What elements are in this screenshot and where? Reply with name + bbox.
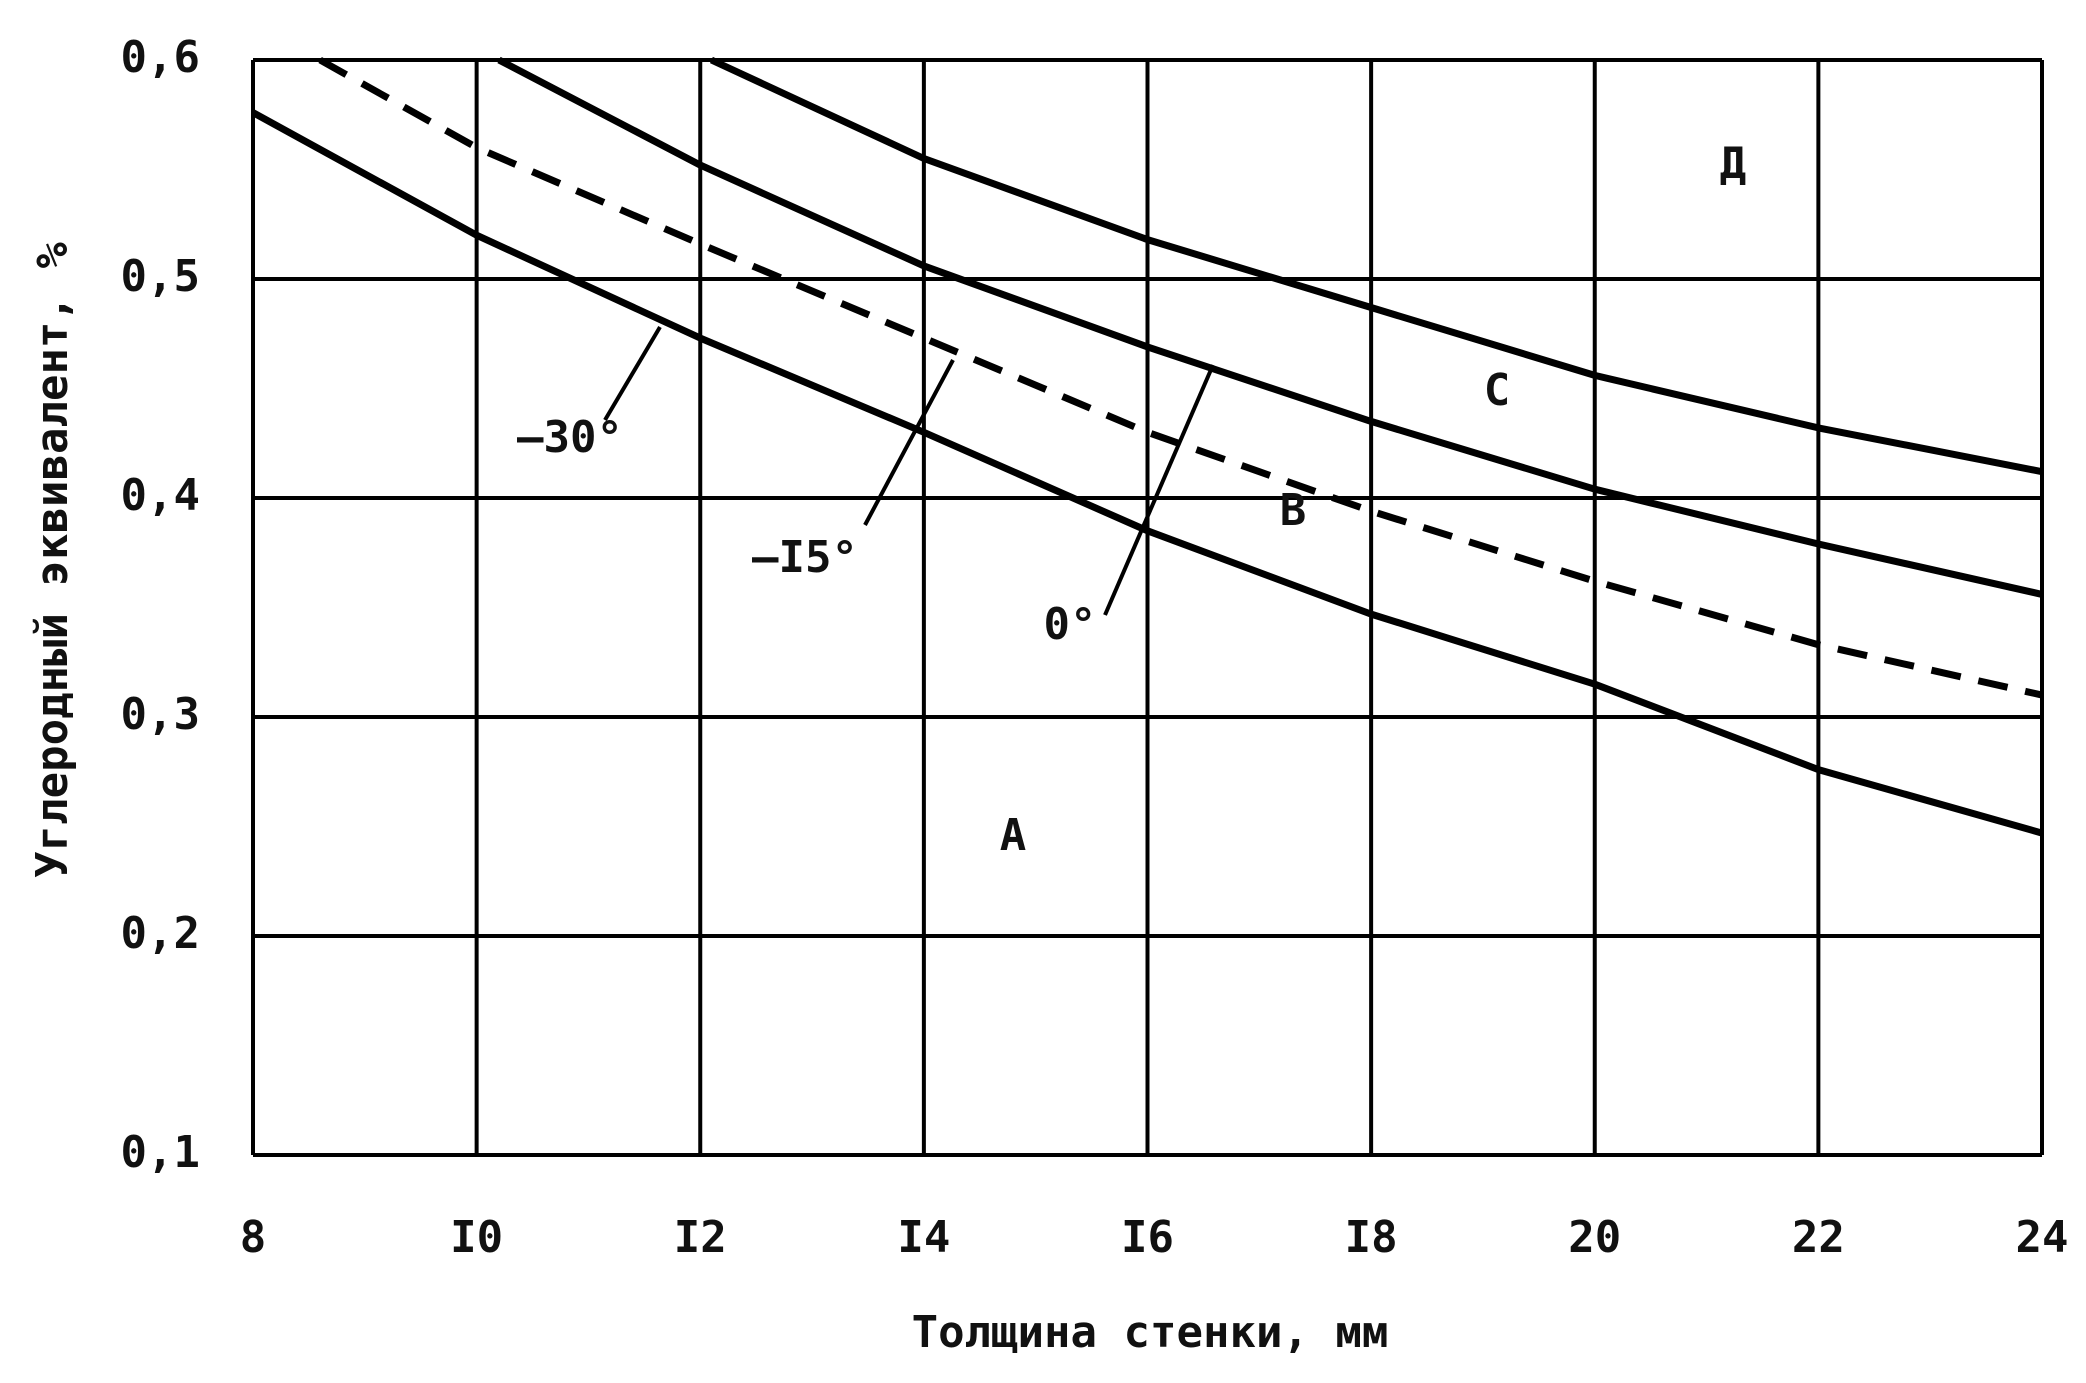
x-tick-label: I2 bbox=[674, 1212, 727, 1263]
leader-line bbox=[1103, 364, 1215, 616]
x-tick-label: I0 bbox=[450, 1212, 503, 1263]
x-tick-label: I4 bbox=[897, 1212, 950, 1263]
region-label: А bbox=[1000, 810, 1027, 861]
x-axis-label: Толщина стенки, мм bbox=[912, 1307, 1389, 1358]
x-tick-label: 22 bbox=[1792, 1212, 1845, 1263]
y-tick-label: 0,3 bbox=[121, 689, 200, 740]
x-tick-label: I8 bbox=[1345, 1212, 1398, 1263]
y-tick-label: 0,1 bbox=[121, 1127, 200, 1178]
y-tick-label: 0,4 bbox=[121, 470, 200, 521]
curve bbox=[318, 56, 2043, 699]
curve bbox=[709, 56, 2043, 476]
y-axis-label: Углеродный эквивалент, % bbox=[27, 242, 78, 878]
annotation: –I5° bbox=[752, 532, 858, 583]
leader-line bbox=[863, 359, 955, 526]
curve bbox=[251, 109, 2043, 837]
x-tick-label: I6 bbox=[1121, 1212, 1174, 1263]
region-label: В bbox=[1280, 485, 1307, 536]
y-tick-label: 0,6 bbox=[121, 32, 200, 83]
region-label: Д bbox=[1720, 138, 1747, 189]
x-tick-label: 20 bbox=[1568, 1212, 1621, 1263]
annotation: 0° bbox=[1044, 599, 1097, 650]
curve bbox=[497, 56, 2043, 598]
annotation: –30° bbox=[517, 412, 623, 463]
x-tick-label: 24 bbox=[2016, 1212, 2069, 1263]
leader-line bbox=[603, 325, 662, 422]
x-tick-label: 8 bbox=[240, 1212, 267, 1263]
y-tick-label: 0,5 bbox=[121, 251, 200, 302]
region-label: С bbox=[1484, 365, 1511, 416]
y-tick-label: 0,2 bbox=[121, 908, 200, 959]
